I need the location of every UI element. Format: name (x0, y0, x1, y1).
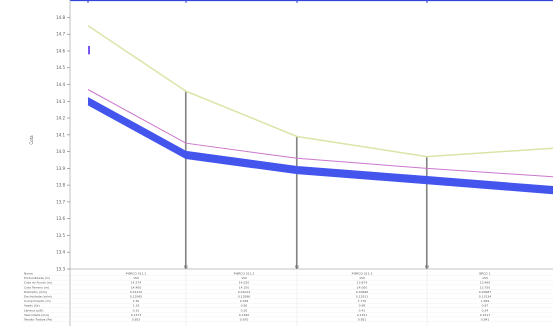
table-cell: 14.400 (131, 285, 142, 289)
series-lines (87, 25, 553, 195)
table-cell: 150 (241, 276, 247, 280)
pipe-band (88, 97, 553, 194)
table-cell: 0.1321 (357, 313, 368, 317)
y-tick-label: 14.1 (56, 132, 65, 137)
table-cell: 13.469 (480, 281, 491, 285)
y-tick-label: 13.3 (56, 267, 65, 272)
table-row-label: Diâmetro (mm) (24, 290, 47, 294)
y-tick-label: 14.6 (56, 48, 65, 53)
table-cell: 0.90 (241, 304, 248, 308)
y-tick-label: 13.6 (56, 216, 65, 221)
y-tick-label: 14.0 (56, 149, 65, 154)
table-row-label: Declividade (m/m) (24, 295, 52, 299)
table-cell: 1.30 (133, 299, 140, 303)
y-tick-label: 14.8 (56, 15, 65, 20)
table-row-label: Lâmina (y/D) (24, 308, 43, 312)
table-row-label: Cota do Fundo (m) (24, 281, 52, 285)
table-cell: 150 (133, 276, 139, 280)
table-cell: 0.851 (358, 318, 367, 322)
table-cell: 0.00987 (479, 290, 491, 294)
table-cell: 14.150 (239, 285, 250, 289)
table-cell: P-BRCO 011.3 (352, 272, 373, 276)
y-tick-label: 14.7 (56, 32, 65, 37)
node-label: P2 (295, 265, 299, 269)
table-cell: 0.34 (482, 308, 489, 312)
table-cell: BRCO 1 (479, 272, 490, 276)
table-cell: 0.841 (481, 318, 490, 322)
table-cell: 0.35 (241, 308, 248, 312)
table-cell: 0.67 (482, 304, 489, 308)
table-cell: 0.15 (133, 308, 140, 312)
y-tick-label: 13.4 (56, 250, 65, 255)
table-row-label: Velocidade (m/s) (24, 313, 49, 317)
table-cell: 0.12995 (130, 295, 142, 299)
table-row-label: Vazão (l/s) (24, 304, 40, 308)
chart-frame (69, 0, 553, 326)
table-cell: 0.1390 (239, 313, 250, 317)
node-label: P3 (425, 265, 429, 269)
table-cell: 0.41 (359, 308, 366, 312)
table-cell: 14.020 (239, 281, 250, 285)
table-cell: 150 (482, 276, 488, 280)
table-cell: 1.659 (481, 299, 490, 303)
y-axis: 14.8 14.7 14.6 14.5 14.4 14.3 14.2 14.1 14.0 13.9… (56, 15, 70, 272)
y-tick-label: 14.5 (56, 65, 65, 70)
table-cell: 1.19 (133, 304, 140, 308)
table-cell: 0.01014 (238, 290, 250, 294)
table-cell: 13.750 (480, 285, 491, 289)
table-cell: 0.853 (132, 318, 141, 322)
table-cell: 0.01210 (130, 290, 142, 294)
y-tick-label: 14.2 (56, 116, 65, 121)
table-row-label: Comprimento (m) (24, 299, 51, 303)
table-cell: 14.274 (131, 281, 142, 285)
y-tick-label: 13.5 (56, 233, 65, 238)
series-line (87, 25, 553, 158)
series-line (87, 103, 553, 195)
table-row-label: Tensão Trativa (Pa) (23, 318, 52, 322)
table-cell: 0.1373 (131, 313, 142, 317)
node-label: P1 (184, 265, 188, 269)
table-row-label: Profundidade (m) (24, 276, 50, 280)
y-tick-label: 14.3 (56, 99, 65, 104)
table-cell: P-BRCO 011.1 (126, 272, 147, 276)
series-line (87, 89, 553, 178)
table-cell: P-BRCO 011.2 (234, 272, 255, 276)
table-cell: 13.874 (357, 281, 368, 285)
table-cell: 1.770 (358, 299, 367, 303)
table-cell: 0.13134 (479, 295, 491, 299)
table-row-label: Cota Terreno (m) (24, 285, 49, 289)
y-tick-label: 13.9 (56, 166, 65, 171)
table-cell: 0.12996 (238, 295, 250, 299)
table-cell: 14.000 (357, 285, 368, 289)
table-row-label: Nome (24, 272, 33, 276)
y-tick-label: 14.4 (56, 82, 65, 87)
y-axis-label: Cota (29, 135, 34, 145)
y-tick-label: 13.7 (56, 199, 65, 204)
table-cell: 0.98 (359, 304, 366, 308)
table-cell: 0.00696 (356, 290, 368, 294)
y-tick-label: 13.8 (56, 183, 65, 188)
table-cell: 2.039 (240, 299, 249, 303)
table-cell: 0.670 (240, 318, 249, 322)
table-cell: 0.1517 (480, 313, 491, 317)
table-cell: 0.12911 (356, 295, 368, 299)
table-cell: 150 (359, 276, 365, 280)
node-lines: P1 P2 P3 (88, 45, 429, 269)
